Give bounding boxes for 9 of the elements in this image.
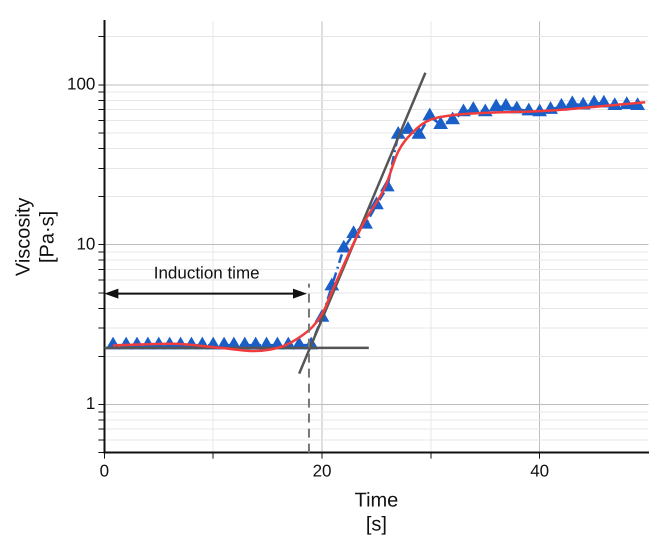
x-tick-label: 40 bbox=[530, 461, 550, 480]
y-tick-label: 1 bbox=[86, 394, 96, 414]
x-tick-label: 20 bbox=[312, 461, 332, 480]
y-axis-title: Viscosity [Pa·s] bbox=[12, 198, 59, 276]
x-axis-title: Time [s] bbox=[354, 490, 398, 536]
x-tick-label: 0 bbox=[100, 461, 110, 480]
annotation: Induction time bbox=[154, 263, 260, 282]
y-tick-label: 100 bbox=[66, 74, 96, 94]
y-tick-label: 10 bbox=[76, 234, 96, 254]
